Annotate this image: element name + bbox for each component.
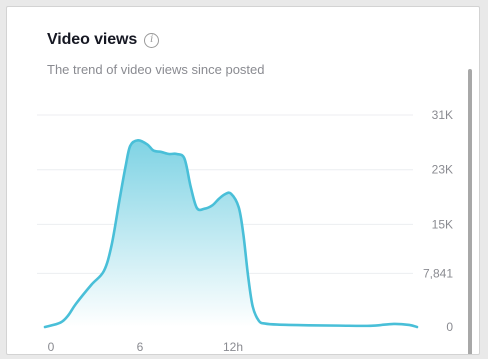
y-tick-label: 0 xyxy=(446,320,453,334)
views-series-line xyxy=(43,139,419,329)
card-title: Video views xyxy=(47,31,138,48)
views-area-fill xyxy=(45,140,417,327)
card-subtitle: The trend of video views since posted xyxy=(47,62,265,77)
y-tick-label: 31K xyxy=(432,108,453,122)
x-tick-label: 6 xyxy=(137,340,144,354)
scrollbar[interactable] xyxy=(468,69,472,354)
y-tick-label: 7,841 xyxy=(423,266,453,280)
y-tick-label: 15K xyxy=(432,217,453,231)
info-icon[interactable]: i xyxy=(144,32,160,48)
title-row: Video views i xyxy=(47,31,160,49)
video-views-card: Video views i The trend of video views s… xyxy=(6,6,480,355)
video-views-chart: 31K 23K 15K 7,841 0 0 6 12h xyxy=(37,108,453,354)
x-tick-label: 12h xyxy=(223,340,243,354)
y-tick-label: 23K xyxy=(432,163,453,177)
x-tick-label: 0 xyxy=(48,340,55,354)
